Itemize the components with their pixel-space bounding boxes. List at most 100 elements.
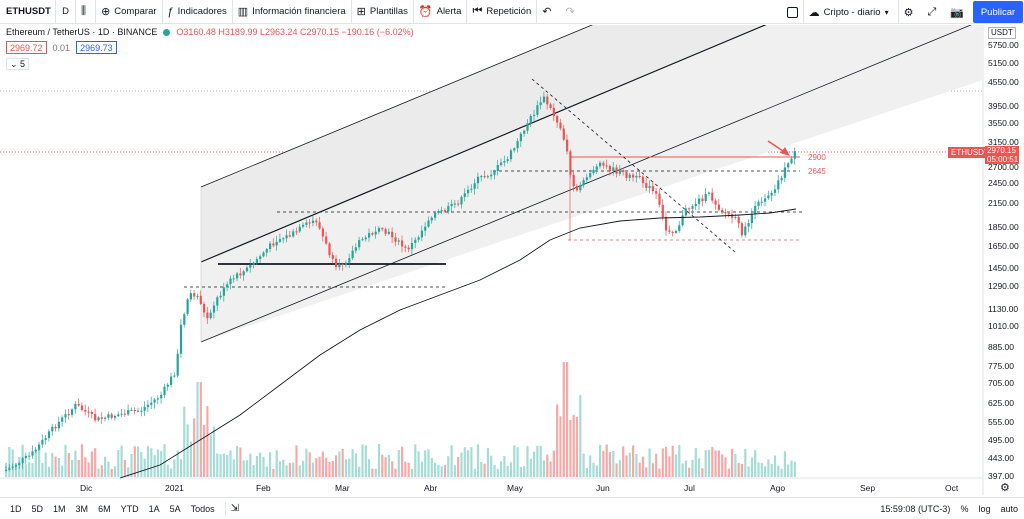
- price-tick-label: 775.00: [988, 361, 1014, 371]
- volume-bar: [272, 468, 275, 477]
- candle-body: [318, 222, 321, 229]
- volume-bar: [737, 462, 740, 477]
- volume-bar: [377, 444, 381, 477]
- volume-bar: [605, 444, 608, 477]
- time-tick-label: 2021: [165, 483, 184, 493]
- volume-bar: [608, 452, 612, 477]
- candle-body: [110, 414, 113, 418]
- percent-toggle[interactable]: %: [960, 504, 969, 514]
- price-tick-label: 2700.00: [988, 162, 1019, 172]
- volume-bar: [57, 458, 60, 477]
- range-button[interactable]: 5A: [169, 503, 181, 514]
- volume-bar: [767, 459, 770, 477]
- volume-bar: [618, 460, 621, 477]
- volume-bar: [483, 463, 486, 477]
- alert-button[interactable]: ⏰ Alerta: [414, 0, 468, 24]
- candle-body: [341, 263, 344, 265]
- volume-bar: [651, 463, 654, 477]
- volume-bar: [298, 465, 301, 477]
- symbol-search[interactable]: ETHUSDT: [0, 0, 56, 24]
- price-tick-label: 3150.00: [988, 137, 1019, 147]
- volume-bar: [328, 461, 331, 477]
- candle-body: [552, 107, 555, 117]
- range-button[interactable]: 5D: [31, 503, 44, 514]
- fullscreen-toggle[interactable]: [782, 0, 804, 24]
- candle-body: [655, 191, 658, 194]
- replay-button[interactable]: ⏮ Repetición: [467, 0, 538, 24]
- volume-bar: [110, 468, 113, 477]
- candle-body: [434, 212, 437, 218]
- range-button[interactable]: Todos: [190, 503, 215, 514]
- financials-button[interactable]: ▥ Información financiera: [233, 0, 352, 24]
- candle-body: [592, 169, 595, 174]
- volume-bar: [311, 462, 315, 477]
- compare-label: Comparar: [114, 6, 157, 17]
- snapshot-button[interactable]: 📷: [945, 0, 973, 24]
- candle-body: [377, 228, 381, 232]
- volume-bar: [566, 362, 569, 477]
- volume-bar: [130, 453, 133, 477]
- volume-bar: [582, 453, 585, 477]
- ask-price[interactable]: 2969.73: [76, 41, 117, 54]
- candle-body: [156, 398, 159, 400]
- redo-button[interactable]: ↷: [560, 0, 583, 24]
- annotation-arrow-head: [780, 147, 790, 156]
- volume-bar: [681, 463, 684, 477]
- range-button[interactable]: 1M: [53, 503, 66, 514]
- volume-bar: [793, 461, 796, 477]
- chart-pane[interactable]: [0, 25, 1024, 495]
- chevron-down-icon: ⌄: [10, 59, 21, 69]
- volume-bar: [341, 449, 344, 477]
- candle-body: [288, 235, 291, 237]
- candle-body: [529, 115, 532, 124]
- volume-bar: [150, 448, 153, 477]
- range-button[interactable]: 3M: [75, 503, 89, 514]
- auto-toggle[interactable]: auto: [1000, 504, 1018, 514]
- currency-badge[interactable]: USDT: [988, 27, 1016, 39]
- axis-settings-icon[interactable]: ⚙: [1000, 482, 1010, 494]
- range-button[interactable]: 1A: [148, 503, 160, 514]
- candle-body: [450, 203, 453, 207]
- indicators-collapse-toggle[interactable]: ⌄ 5: [6, 58, 30, 70]
- candle-body: [589, 173, 592, 178]
- settings-button[interactable]: ⚙: [899, 0, 923, 24]
- indicators-button[interactable]: ƒ Indicadores: [163, 0, 233, 24]
- undo-button[interactable]: ↶: [537, 0, 560, 24]
- range-button[interactable]: 6M: [98, 503, 111, 514]
- volume-bar: [628, 452, 631, 477]
- candle-body: [493, 171, 496, 175]
- volume-bar: [133, 446, 136, 477]
- clock[interactable]: 15:59:08 (UTC-3): [880, 504, 951, 514]
- volume-bar: [641, 456, 645, 477]
- chart-type-button[interactable]: ⫼: [76, 0, 97, 24]
- templates-button[interactable]: ⊞ Plantillas: [352, 0, 414, 24]
- candle-body: [203, 303, 206, 313]
- candle-body: [361, 239, 364, 241]
- range-button[interactable]: 1D: [10, 503, 22, 514]
- publish-button[interactable]: Publicar: [973, 1, 1023, 23]
- compare-button[interactable]: ⊕ Comparar: [96, 0, 163, 24]
- price-chart[interactable]: [0, 25, 1024, 495]
- volume-bar: [496, 468, 499, 477]
- interval-selector[interactable]: D: [56, 0, 76, 24]
- range-button[interactable]: YTD: [120, 503, 139, 514]
- candle-body: [674, 230, 678, 233]
- layout-selector[interactable]: ☁ Cripto - diario ▾: [804, 0, 899, 24]
- volume-bar: [526, 445, 529, 477]
- log-toggle[interactable]: log: [978, 504, 991, 514]
- price-tick-label: 2150.00: [988, 198, 1019, 208]
- volume-bar: [704, 450, 707, 477]
- expand-button[interactable]: ⤢: [922, 0, 945, 24]
- volume-bar: [562, 362, 565, 477]
- candle-body: [302, 224, 305, 227]
- date-range-icon[interactable]: ⇲: [230, 503, 240, 514]
- candle-body: [463, 193, 466, 197]
- moving-average-line: [119, 208, 797, 479]
- volume-bar: [97, 468, 100, 477]
- candle-body: [368, 233, 371, 238]
- templates-icon: ⊞: [356, 6, 366, 18]
- candle-body: [150, 402, 153, 405]
- candle-body: [232, 278, 235, 280]
- candle-body: [721, 209, 724, 213]
- bid-price[interactable]: 2969.72: [6, 41, 47, 54]
